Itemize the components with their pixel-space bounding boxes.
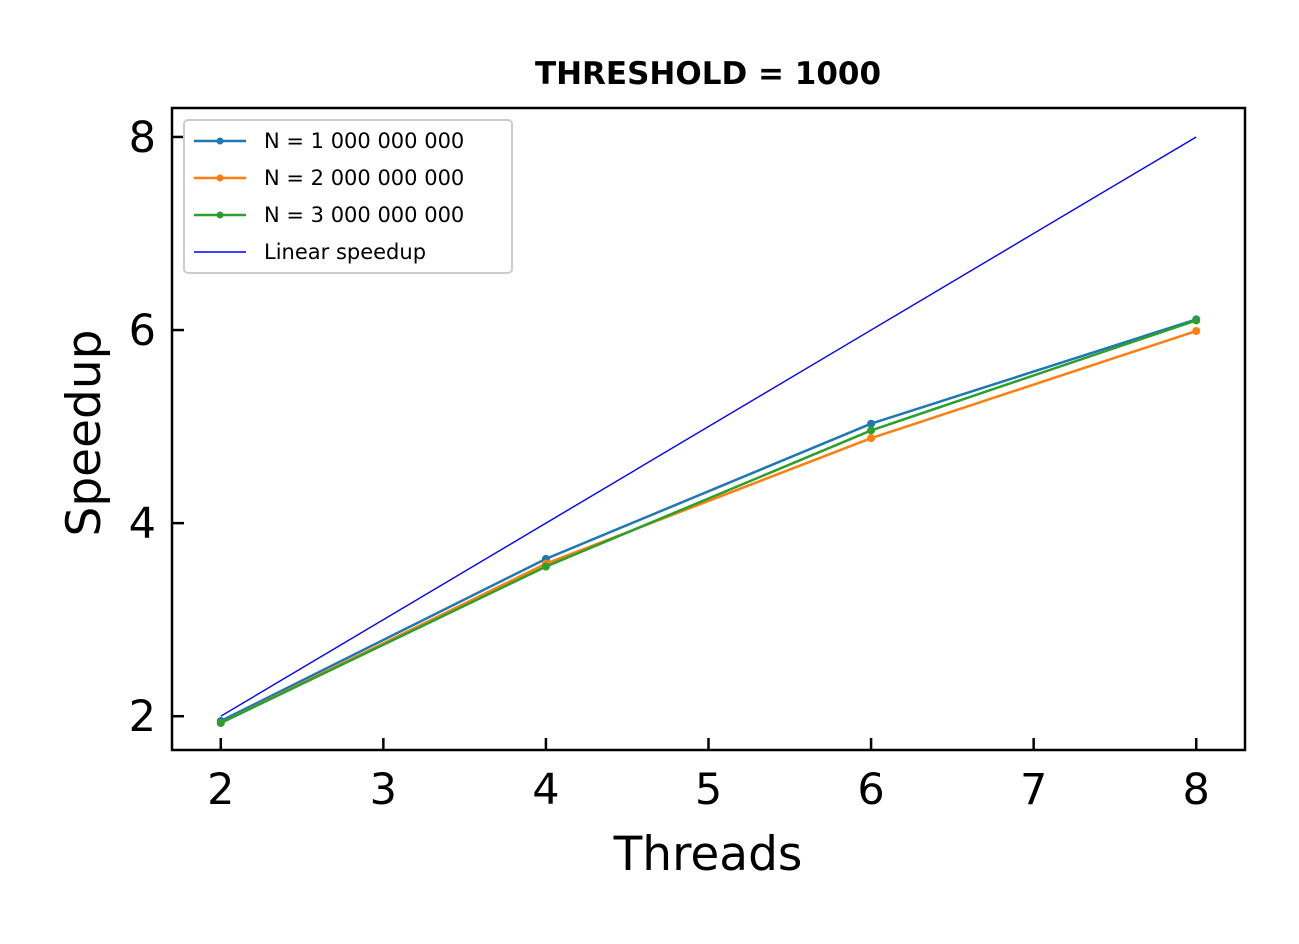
x-tick-label: 7 bbox=[1020, 765, 1047, 815]
series-1-line bbox=[220, 318, 1197, 723]
y-axis-label: Speedup bbox=[57, 330, 112, 537]
series-1-legend-label: N = 1 000 000 000 bbox=[264, 129, 464, 153]
series-2-legend-marker bbox=[216, 174, 224, 182]
x-axis-label: Threads bbox=[613, 827, 803, 882]
x-tick-label: 8 bbox=[1183, 765, 1210, 815]
chart-title: THRESHOLD = 1000 bbox=[535, 56, 881, 92]
y-tick-label: 4 bbox=[129, 499, 156, 549]
y-tick-label: 6 bbox=[129, 306, 156, 356]
series-2-point bbox=[1192, 327, 1201, 336]
x-tick-label: 6 bbox=[857, 765, 884, 815]
legend-box bbox=[183, 119, 513, 274]
series-3-legend-label: N = 3 000 000 000 bbox=[264, 203, 464, 227]
series-3-legend-marker bbox=[216, 211, 224, 219]
series-3-point bbox=[216, 718, 225, 727]
y-tick-label: 2 bbox=[129, 692, 156, 742]
linear-speedup-legend-label: Linear speedup bbox=[264, 240, 426, 264]
axis-ticks: 2 3 4 5 6 7 8 2 4 6 8 bbox=[129, 113, 1210, 815]
series-3-point bbox=[1192, 316, 1201, 325]
series-2-legend-label: N = 2 000 000 000 bbox=[264, 166, 464, 190]
series-2-point bbox=[867, 434, 876, 443]
series-3-point bbox=[867, 426, 876, 435]
x-tick-label: 2 bbox=[207, 765, 234, 815]
series-2-line bbox=[220, 329, 1197, 725]
series-3-line bbox=[220, 319, 1197, 725]
y-tick-label: 8 bbox=[129, 113, 156, 163]
x-tick-label: 3 bbox=[370, 765, 397, 815]
series-3-point bbox=[541, 562, 550, 571]
x-tick-label: 5 bbox=[695, 765, 722, 815]
legend: N = 1 000 000 000 N = 2 000 000 000 N = 3 … bbox=[183, 119, 513, 274]
series-layer bbox=[216, 136, 1201, 727]
linear-speedup-line bbox=[220, 136, 1197, 717]
series-1-legend-marker bbox=[216, 137, 224, 145]
x-tick-label: 4 bbox=[532, 765, 559, 815]
series-1-point bbox=[867, 419, 876, 428]
